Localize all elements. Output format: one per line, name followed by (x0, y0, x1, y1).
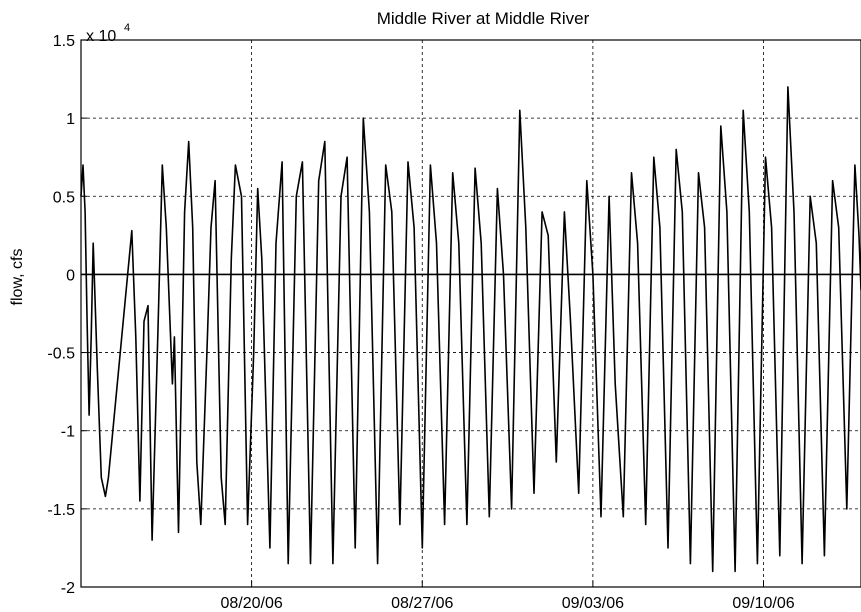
plot-frame (80, 39, 861, 588)
x-tick-label: 09/10/06 (732, 595, 794, 612)
x-tick-label: 09/03/06 (562, 595, 624, 612)
y-tick-label: 0.5 (53, 189, 75, 206)
y-axis-label: flow, cfs (9, 249, 26, 306)
x-tick-label: 08/27/06 (391, 595, 453, 612)
x-tick-label: 08/20/06 (220, 595, 282, 612)
y-tick-label: 1 (66, 111, 75, 128)
y-tick-label: 0 (66, 267, 75, 284)
series-group (80, 86, 861, 573)
x-axis-ticks: 08/20/06 08/27/06 09/03/06 09/10/06 (220, 581, 795, 612)
chart-title: Middle River at Middle River (377, 9, 590, 28)
y-multiplier-exponent: 4 (124, 22, 130, 34)
y-tick-label: 1.5 (53, 33, 75, 50)
y-tick-label: -1 (61, 424, 75, 441)
y-tick-label: -0.5 (47, 346, 75, 363)
y-tick-label: -1.5 (47, 502, 75, 519)
y-multiplier-base: x 10 (86, 28, 116, 45)
flow-series-line (80, 86, 861, 573)
y-multiplier: x 10 4 (86, 22, 130, 45)
y-tick-label: -2 (61, 580, 75, 597)
grid (81, 40, 861, 587)
y-axis-ticks: 1.5 1 0.5 0 -0.5 -1 -1.5 -2 (47, 33, 87, 597)
